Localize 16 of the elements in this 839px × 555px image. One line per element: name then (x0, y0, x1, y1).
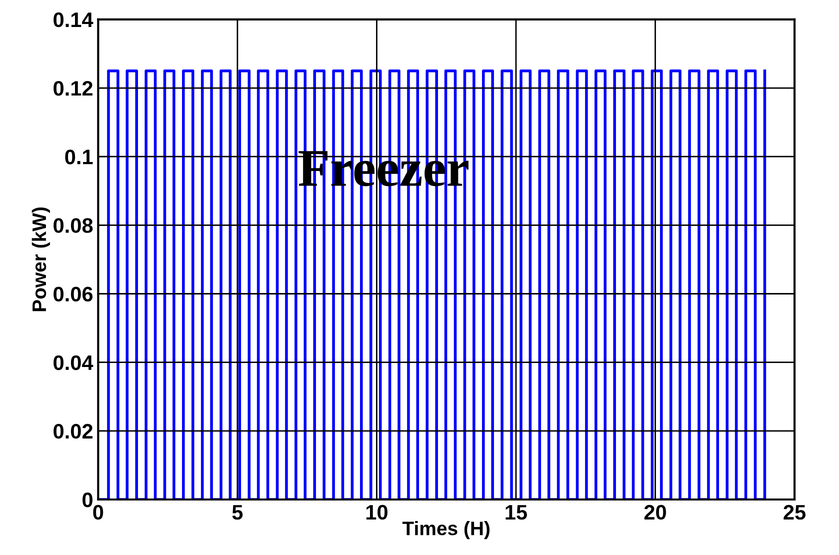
y-tick-label: 0.08 (54, 218, 93, 233)
y-tick-label: 0.04 (54, 355, 94, 370)
y-tick-label: 0 (82, 492, 92, 508)
y-axis-title: Power (kW) (32, 207, 50, 312)
x-tick-label: 15 (506, 505, 527, 520)
y-tick-label: 0.12 (54, 81, 92, 96)
x-tick-label: 5 (232, 505, 243, 520)
y-tick-label: 0.14 (54, 12, 94, 28)
y-tick-label: 0.02 (54, 424, 92, 439)
x-tick-label: 25 (784, 504, 806, 520)
x-tick-label: 10 (366, 504, 388, 520)
y-tick-label: 0.1 (65, 150, 93, 164)
x-tick-label: 20 (644, 504, 666, 520)
y-tick-label: 0.06 (54, 286, 93, 302)
x-axis-title: Times (H) (402, 521, 490, 540)
x-tick-label: 0 (93, 504, 104, 520)
